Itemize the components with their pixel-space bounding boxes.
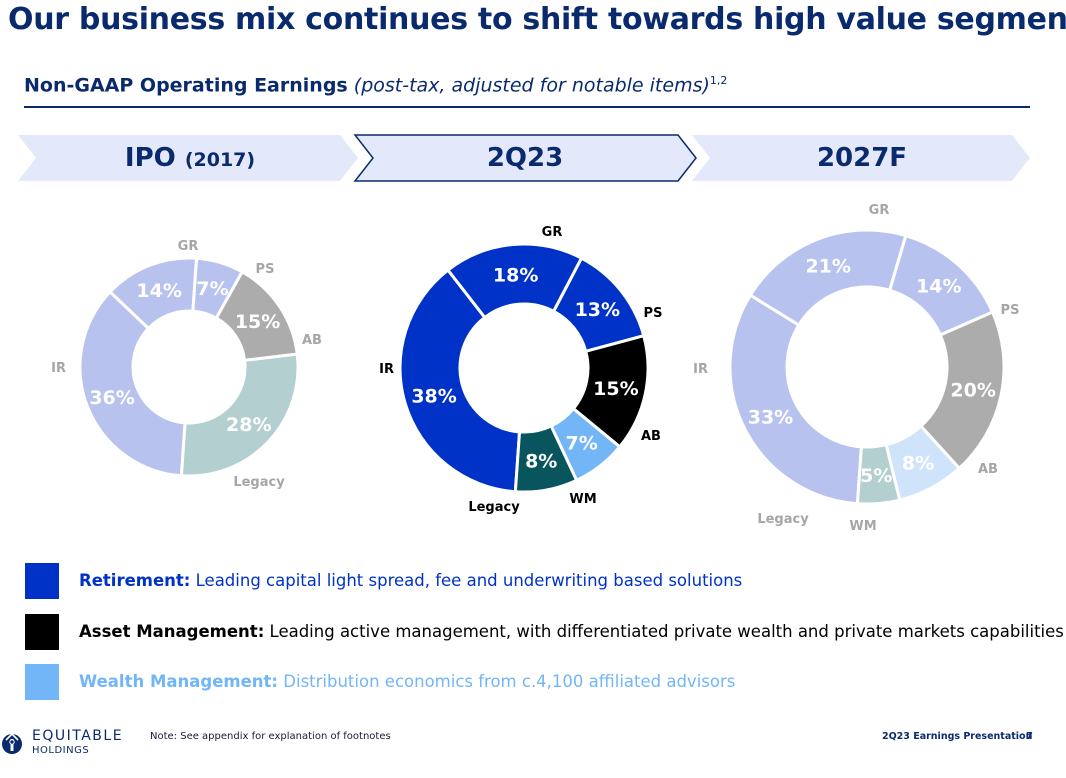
- value-label-ipo-2017-ps: 7%: [196, 278, 228, 300]
- value-label-2027f-legacy: 5%: [860, 465, 892, 487]
- value-label-2027f-ab: 20%: [950, 380, 995, 402]
- category-label-ipo-2017-legacy: Legacy: [233, 475, 285, 490]
- chevron-ipo-year: (2017): [184, 149, 256, 171]
- category-label-2q23-ps: PS: [644, 306, 663, 321]
- presentation-name: 2Q23 Earnings Presentation: [882, 731, 1033, 742]
- subtitle: Non-GAAP Operating Earnings (post-tax, a…: [24, 74, 727, 96]
- slice-ipo-2017-ir: [78, 289, 187, 478]
- value-label-2q23-ab: 15%: [593, 378, 638, 400]
- category-label-ipo-2017-ir: IR: [51, 361, 66, 376]
- category-label-2027f-legacy: Legacy: [757, 512, 809, 527]
- value-label-ipo-2017-gr: 14%: [136, 280, 181, 302]
- category-label-ipo-2017-gr: GR: [178, 239, 199, 254]
- legend-desc-wealth-management: Distribution economics from c.4,100 affi…: [283, 672, 736, 691]
- category-label-2027f-ps: PS: [1001, 303, 1020, 318]
- slice-2027f-ir: [728, 293, 864, 506]
- chevron-ipo-label: IPO (2017): [40, 140, 340, 176]
- category-label-2q23-ab: AB: [641, 429, 661, 444]
- category-label-ipo-2017-ps: PS: [256, 262, 275, 277]
- donut-2027f: 33% IR 21% GR 14% PS 20% AB 8% WM 5% Legacy: [693, 203, 1019, 534]
- legend-desc-retirement: Leading capital light spread, fee and un…: [195, 571, 743, 590]
- chevron-ipo-title: IPO: [124, 143, 176, 173]
- category-label-2027f-wm: WM: [849, 519, 876, 534]
- legend-swatch-wealth-management: [25, 664, 59, 700]
- logo-subname: HOLDINGS: [32, 745, 90, 756]
- category-label-2027f-ab: AB: [978, 462, 998, 477]
- category-label-2q23-gr: GR: [542, 225, 563, 240]
- value-label-2027f-wm: 8%: [902, 453, 934, 475]
- value-label-2q23-ps: 13%: [575, 299, 620, 321]
- chevron-2q23-label: 2Q23: [486, 143, 564, 173]
- footnote: Note: See appendix for explanation of fo…: [150, 731, 391, 742]
- subtitle-note: (post-tax, adjusted for notable items): [353, 74, 710, 97]
- donut-ipo-2017: 36% IR 14% GR 7% PS 15% AB 28% Legacy: [51, 239, 322, 490]
- legend-text-wealth-management: Wealth Management: Distribution economic…: [79, 672, 735, 691]
- lady-liberty-icon: [2, 732, 22, 754]
- value-label-2027f-ps: 14%: [916, 276, 961, 298]
- slice-2q23-gr: [445, 242, 584, 320]
- category-label-2027f-ir: IR: [693, 362, 708, 377]
- legend-text-asset-management: Asset Management: Leading active managem…: [79, 622, 1064, 641]
- legend-text-retirement: Retirement: Leading capital light spread…: [79, 571, 742, 590]
- value-label-2027f-ir: 33%: [748, 407, 793, 429]
- category-label-2q23-wm: WM: [569, 492, 596, 507]
- value-label-2027f-gr: 21%: [805, 256, 850, 278]
- legend-title-asset-management: Asset Management:: [79, 622, 265, 641]
- donut-2q23: 38% IR 18% GR 13% PS 15% AB 7% WM 8% Legacy: [379, 225, 662, 515]
- value-label-2q23-ir: 38%: [411, 385, 456, 407]
- category-label-ipo-2017-ab: AB: [302, 333, 322, 348]
- category-label-2q23-legacy: Legacy: [468, 500, 520, 515]
- subtitle-footnote-ref: 1,2: [709, 74, 728, 87]
- chevron-2027f-label: 2027F: [816, 143, 908, 173]
- value-label-2q23-wm: 7%: [566, 432, 598, 454]
- header-rule: [24, 106, 1030, 108]
- slice-2q23-legacy: [513, 423, 579, 494]
- legend-title-retirement: Retirement:: [79, 571, 191, 590]
- slice-ipo-2017-legacy: [179, 352, 300, 478]
- category-label-2027f-gr: GR: [869, 203, 890, 218]
- legend-title-wealth-management: Wealth Management:: [79, 672, 279, 691]
- legend-swatch-asset-management: [25, 614, 59, 650]
- slice-2027f-legacy: [855, 442, 902, 506]
- legend-desc-asset-management: Leading active management, with differen…: [269, 622, 1064, 641]
- value-label-2q23-gr: 18%: [493, 264, 538, 286]
- subtitle-main: Non-GAAP Operating Earnings: [24, 74, 348, 97]
- logo-name: EQUITABLE: [32, 728, 124, 744]
- legend-swatch-retirement: [25, 563, 59, 599]
- slice-2q23-ir: [398, 267, 522, 494]
- value-label-ipo-2017-ab: 15%: [235, 311, 280, 333]
- page-title: Our business mix continues to shift towa…: [8, 2, 1066, 37]
- value-label-ipo-2017-ir: 36%: [89, 387, 134, 409]
- category-label-2q23-ir: IR: [379, 362, 394, 377]
- page-number: 7: [1026, 731, 1033, 742]
- value-label-2q23-legacy: 8%: [525, 450, 557, 472]
- company-logo: EQUITABLE HOLDINGS: [0, 728, 140, 764]
- donut-charts: 36% IR 14% GR 7% PS 15% AB 28% Legacy 38% IR 18% GR 13…: [51, 203, 1019, 534]
- value-label-ipo-2017-legacy: 28%: [226, 414, 271, 436]
